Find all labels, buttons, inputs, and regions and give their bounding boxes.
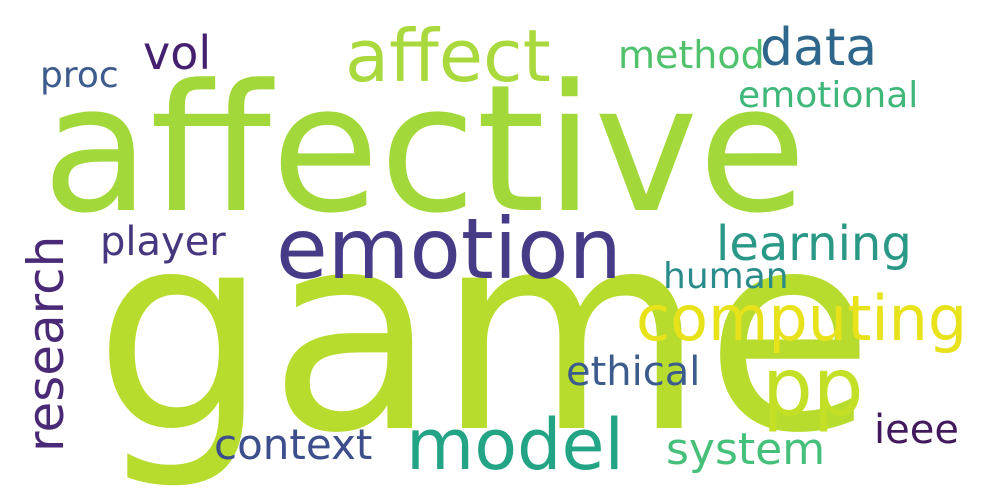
word-affect: affect	[345, 14, 551, 98]
word-vol: vol	[143, 26, 212, 80]
word-emotional: emotional	[738, 75, 919, 116]
word-ieee: ieee	[874, 407, 959, 453]
word-ethical: ethical	[566, 349, 701, 395]
word-method: method	[618, 33, 765, 77]
word-data: data	[760, 18, 878, 78]
word-model: model	[406, 404, 624, 486]
word-human: human	[663, 256, 789, 297]
word-system: system	[666, 424, 826, 475]
word-game: game	[94, 173, 875, 493]
word-player: player	[100, 219, 226, 265]
word-research: research	[17, 235, 75, 452]
word-affective: affective	[42, 47, 807, 252]
word-learning: learning	[716, 216, 912, 272]
word-computing: computing	[636, 282, 968, 355]
word-emotion: emotion	[276, 200, 622, 298]
word-pp: pp	[762, 341, 864, 434]
word-proc: proc	[40, 55, 119, 96]
word-context: context	[214, 420, 373, 469]
